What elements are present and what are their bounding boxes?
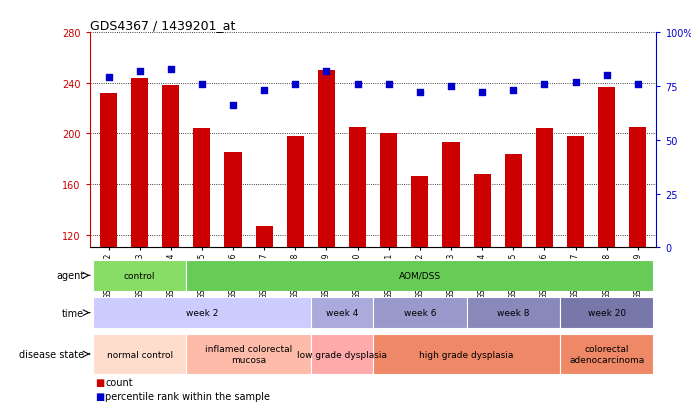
Bar bbox=[256, 226, 273, 248]
Bar bbox=[93, 297, 311, 328]
Bar bbox=[630, 128, 646, 248]
Text: disease state: disease state bbox=[19, 349, 84, 359]
Bar bbox=[187, 260, 653, 291]
Bar bbox=[349, 128, 366, 248]
Text: week 20: week 20 bbox=[587, 309, 625, 317]
Bar bbox=[93, 335, 187, 374]
Point bbox=[321, 69, 332, 75]
Point bbox=[258, 88, 269, 94]
Point bbox=[384, 81, 395, 88]
Bar bbox=[93, 260, 187, 291]
Bar bbox=[473, 175, 491, 248]
Point bbox=[508, 88, 519, 94]
Bar bbox=[560, 335, 653, 374]
Text: week 6: week 6 bbox=[404, 309, 436, 317]
Point bbox=[632, 81, 643, 88]
Bar bbox=[318, 71, 335, 248]
Bar bbox=[311, 335, 373, 374]
Text: ■: ■ bbox=[95, 392, 104, 401]
Text: control: control bbox=[124, 271, 155, 280]
Text: week 8: week 8 bbox=[497, 309, 529, 317]
Point bbox=[352, 81, 363, 88]
Bar bbox=[100, 94, 117, 248]
Bar bbox=[311, 297, 373, 328]
Text: low grade dysplasia: low grade dysplasia bbox=[297, 350, 387, 358]
Point bbox=[227, 103, 238, 109]
Point bbox=[165, 66, 176, 73]
Text: GDS4367 / 1439201_at: GDS4367 / 1439201_at bbox=[90, 19, 235, 32]
Bar bbox=[598, 88, 615, 248]
Bar bbox=[131, 78, 148, 248]
Point bbox=[134, 69, 145, 75]
Bar bbox=[225, 153, 242, 248]
Text: percentile rank within the sample: percentile rank within the sample bbox=[105, 392, 270, 401]
Text: normal control: normal control bbox=[106, 350, 173, 358]
Bar bbox=[187, 335, 311, 374]
Point bbox=[570, 79, 581, 86]
Bar bbox=[504, 154, 522, 248]
Point bbox=[415, 90, 426, 97]
Bar bbox=[466, 297, 560, 328]
Bar bbox=[162, 86, 180, 248]
Text: agent: agent bbox=[56, 271, 84, 281]
Bar bbox=[411, 177, 428, 248]
Bar bbox=[560, 297, 653, 328]
Text: time: time bbox=[62, 308, 84, 318]
Point bbox=[539, 81, 550, 88]
Text: week 2: week 2 bbox=[186, 309, 218, 317]
Text: count: count bbox=[105, 377, 133, 387]
Bar bbox=[380, 134, 397, 248]
Text: week 4: week 4 bbox=[326, 309, 358, 317]
Point bbox=[290, 81, 301, 88]
Point bbox=[196, 81, 207, 88]
Text: inflamed colorectal
mucosa: inflamed colorectal mucosa bbox=[205, 344, 292, 364]
Bar bbox=[373, 335, 560, 374]
Bar bbox=[287, 137, 304, 248]
Bar bbox=[567, 137, 584, 248]
Text: AOM/DSS: AOM/DSS bbox=[399, 271, 441, 280]
Point bbox=[446, 83, 457, 90]
Bar bbox=[193, 129, 211, 248]
Text: high grade dysplasia: high grade dysplasia bbox=[419, 350, 513, 358]
Text: ■: ■ bbox=[95, 377, 104, 387]
Bar bbox=[536, 129, 553, 248]
Bar bbox=[442, 143, 460, 248]
Point bbox=[477, 90, 488, 97]
Text: colorectal
adenocarcinoma: colorectal adenocarcinoma bbox=[569, 344, 644, 364]
Point bbox=[103, 75, 114, 81]
Point bbox=[601, 73, 612, 79]
Bar bbox=[373, 297, 466, 328]
